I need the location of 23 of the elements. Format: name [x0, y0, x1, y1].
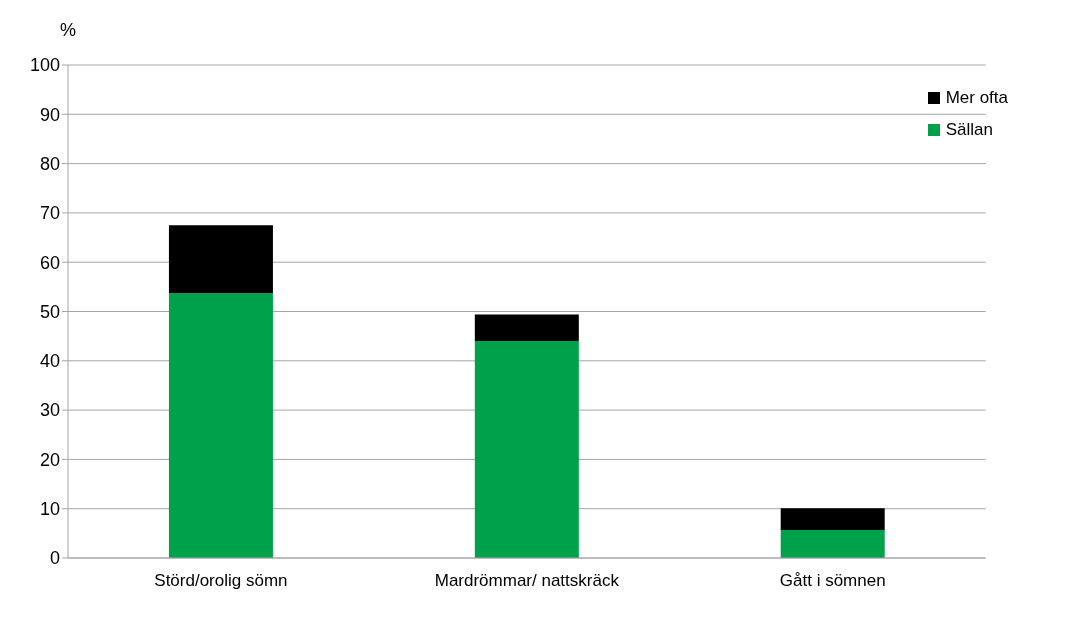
y-tick-label: 60	[39, 252, 60, 273]
y-tick-label: 40	[39, 351, 60, 372]
bar	[168, 225, 273, 294]
bar	[168, 293, 273, 558]
x-tick-label: Gått i sömnen	[779, 571, 886, 591]
bar	[780, 529, 885, 558]
legend-label: Sällan	[945, 120, 993, 140]
y-axis-title: %	[60, 20, 77, 41]
x-tick-label: Mardrömmar/ nattskräck	[434, 571, 620, 591]
y-tick-label: 50	[39, 301, 60, 322]
bar	[474, 314, 579, 342]
y-tick-label: 90	[39, 104, 60, 125]
y-tick-label: 0	[49, 548, 60, 569]
y-tick-label: 20	[39, 449, 60, 470]
y-tick-label: 30	[39, 400, 60, 421]
y-tick-label: 70	[39, 203, 60, 224]
y-tick-label: 80	[39, 153, 60, 174]
x-tick-label: Störd/orolig sömn	[154, 571, 288, 591]
bar	[474, 341, 579, 558]
bar	[780, 508, 885, 530]
legend-label: Mer ofta	[945, 88, 1008, 108]
y-tick-label: 10	[39, 499, 60, 520]
y-tick-label: 100	[29, 55, 60, 76]
